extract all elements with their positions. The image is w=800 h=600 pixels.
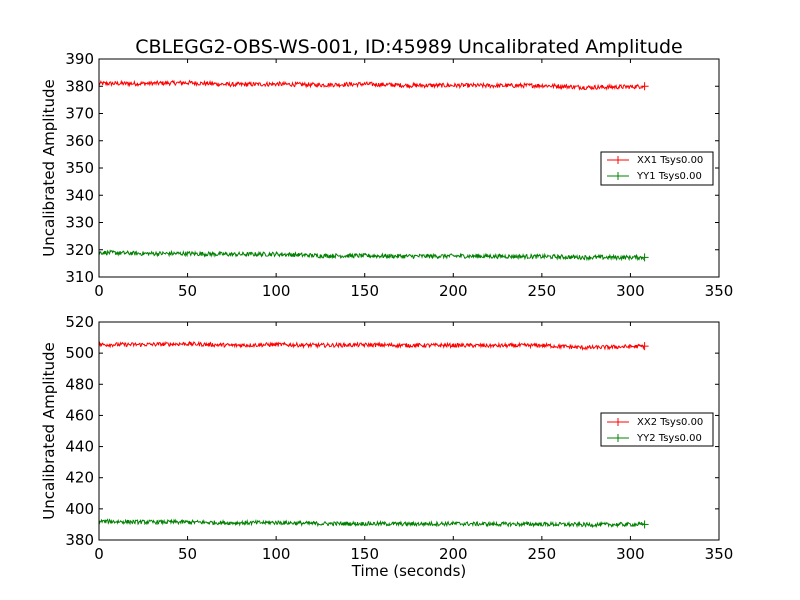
- x-tick-label: 250: [528, 545, 557, 563]
- chart-title: CBLEGG2-OBS-WS-001, ID:45989 Uncalibrate…: [135, 36, 683, 58]
- legend-label-xx2: XX2 Tsys0.00: [637, 417, 703, 428]
- y-tick-label: 500: [65, 344, 94, 362]
- subplot-bottom: 0 50 100 150 200 250 300 350 380 400 420 440 460 480 5…: [40, 313, 733, 580]
- x-axis-label: Time (seconds): [351, 562, 467, 580]
- x-tick-label: 200: [439, 282, 468, 300]
- y-tick-label: 440: [65, 438, 94, 456]
- x-tick-label: 50: [178, 545, 197, 563]
- x-tick-label: 50: [178, 282, 197, 300]
- x-tick-label: 200: [439, 545, 468, 563]
- x-tick-label: 150: [350, 282, 379, 300]
- y-tick-label: 370: [65, 105, 94, 123]
- y-tick-label: 360: [65, 132, 94, 150]
- x-tick-label: 350: [705, 545, 734, 563]
- x-tick-label: 100: [262, 545, 291, 563]
- tick-layer-top: 0 50 100 150 200 250 300 350 310 320 330 340 350 360 3…: [65, 50, 733, 300]
- legend-label-yy1: YY1 Tsys0.00: [636, 171, 702, 182]
- x-tick-label: 0: [94, 545, 104, 563]
- y-tick-label: 480: [65, 375, 94, 393]
- series-line-yy1: [98, 249, 645, 262]
- legend-label-yy2: YY2 Tsys0.00: [636, 433, 702, 444]
- y-tick-label: 390: [65, 50, 94, 68]
- y-tick-label: 350: [65, 159, 94, 177]
- tick-layer-bottom: 0 50 100 150 200 250 300 350 380 400 420 440 460 480 5…: [65, 313, 733, 563]
- series-line-xx1: [98, 79, 645, 91]
- legend-top: XX1 Tsys0.00 YY1 Tsys0.00: [600, 151, 714, 186]
- y-tick-label: 340: [65, 186, 94, 204]
- y-axis-label-top: Uncalibrated Amplitude: [40, 79, 58, 256]
- legend-label-xx1: XX1 Tsys0.00: [637, 155, 703, 166]
- y-tick-label: 330: [65, 214, 94, 232]
- x-tick-label: 350: [705, 282, 734, 300]
- x-tick-label: 250: [528, 282, 557, 300]
- y-tick-label: 460: [65, 406, 94, 424]
- legend-box-bottom: [600, 412, 714, 447]
- y-tick-label: 420: [65, 469, 94, 487]
- plot-area-bottom: [98, 340, 649, 529]
- x-tick-label: 0: [94, 282, 104, 300]
- series-line-xx2: [98, 340, 645, 351]
- series-line-yy2: [98, 518, 645, 529]
- y-tick-label: 400: [65, 500, 94, 518]
- axes-frame-bottom: [98, 321, 720, 541]
- y-tick-label: 380: [65, 531, 94, 549]
- subplot-top: 0 50 100 150 200 250 300 350 310 320 330 340 350 360 3…: [40, 50, 733, 300]
- x-tick-label: 300: [616, 282, 645, 300]
- y-tick-label: 380: [65, 77, 94, 95]
- y-tick-label: 320: [65, 241, 94, 259]
- y-axis-label-bottom: Uncalibrated Amplitude: [40, 342, 58, 519]
- y-tick-label: 310: [65, 268, 94, 286]
- x-tick-label: 150: [350, 545, 379, 563]
- x-tick-label: 100: [262, 282, 291, 300]
- y-tick-label: 520: [65, 313, 94, 331]
- legend-box-top: [600, 151, 714, 186]
- x-tick-label: 300: [616, 545, 645, 563]
- legend-bottom: XX2 Tsys0.00 YY2 Tsys0.00: [600, 412, 714, 447]
- plot-area-top: [98, 79, 649, 262]
